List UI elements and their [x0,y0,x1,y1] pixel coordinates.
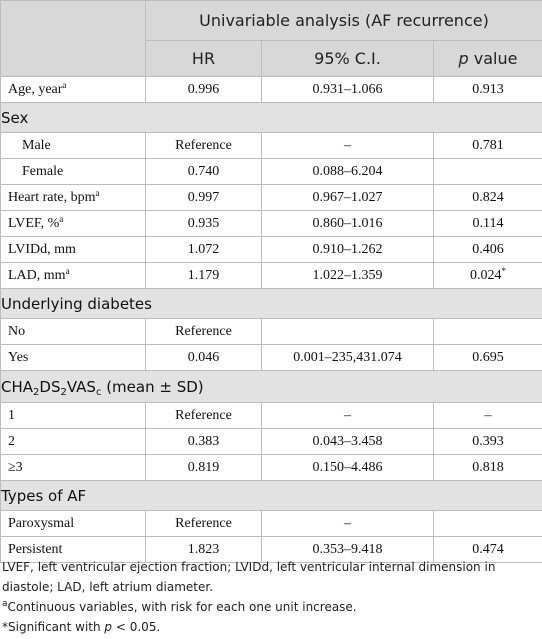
header-group-title: Univariable analysis (AF recurrence) [145,0,542,41]
hr-cell: Reference [145,318,262,345]
table-row: 1 Reference – – [0,402,542,429]
header-ci: 95% C.I. [261,40,434,77]
table-row: No Reference [0,318,542,345]
section-header-types-of-af: Types of AF [0,480,542,511]
hr-cell: 0.046 [145,344,262,371]
ci-cell: 0.931–1.066 [261,76,434,103]
ci-cell: 0.967–1.027 [261,184,434,211]
p-cell: 0.474 [433,536,542,563]
row-label: Female [0,158,146,185]
p-cell: – [433,402,542,429]
row-label: LAD, mma [0,262,146,289]
ci-cell: – [261,402,434,429]
row-label: Male [0,132,146,159]
p-cell [433,158,542,185]
row-label: Paroxysmal [0,510,146,537]
table-row: LAD, mma 1.179 1.022–1.359 0.024* [0,262,542,289]
header-row-columns: HR 95% C.I. p value [1,40,542,77]
ci-cell: 0.910–1.262 [261,236,434,263]
header-p-rest: value [468,49,518,68]
row-label: Age, yeara [0,76,146,103]
ci-cell: 1.022–1.359 [261,262,434,289]
table-row: Male Reference – 0.781 [0,132,542,159]
ci-cell [261,318,434,345]
p-cell [433,318,542,345]
row-label: 2 [0,428,146,455]
hr-cell: 0.819 [145,454,262,481]
hr-cell: 0.996 [145,76,262,103]
header-p-value: p value [433,40,542,77]
p-cell: 0.781 [433,132,542,159]
row-label: Persistent [0,536,146,563]
p-cell: 0.695 [433,344,542,371]
header-row-group: Univariable analysis (AF recurrence) [0,0,542,77]
table-footnotes: LVEF, left ventricular ejection fraction… [2,557,540,637]
hr-cell: 1.072 [145,236,262,263]
hr-cell: Reference [145,132,262,159]
row-label: No [0,318,146,345]
p-cell: 0.913 [433,76,542,103]
hr-cell: 0.935 [145,210,262,237]
footnote-significance: *Significant with p < 0.05. [2,620,161,634]
section-header-sex: Sex [0,102,542,133]
p-cell [433,510,542,537]
p-cell: 0.024* [433,262,542,289]
table-row: Age, yeara 0.996 0.931–1.066 0.913 [0,76,542,103]
hr-cell: 0.997 [145,184,262,211]
row-label: LVIDd, mm [0,236,146,263]
table-row: Yes 0.046 0.001–235,431.074 0.695 [0,344,542,371]
table-row: Heart rate, bpma 0.997 0.967–1.027 0.824 [0,184,542,211]
hr-cell: 1.823 [145,536,262,563]
ci-cell: 0.043–3.458 [261,428,434,455]
hr-cell: 1.179 [145,262,262,289]
section-header-diabetes: Underlying diabetes [0,288,542,319]
hr-cell: 0.740 [145,158,262,185]
ci-cell: 0.150–4.486 [261,454,434,481]
p-cell: 0.114 [433,210,542,237]
ci-cell: – [261,132,434,159]
ci-cell: 0.860–1.016 [261,210,434,237]
p-cell: 0.406 [433,236,542,263]
table-row: LVIDd, mm 1.072 0.910–1.262 0.406 [0,236,542,263]
ci-cell: 0.353–9.418 [261,536,434,563]
hr-cell: 0.383 [145,428,262,455]
hr-cell: Reference [145,510,262,537]
results-table: Univariable analysis (AF recurrence) HR … [0,0,542,563]
row-label: Yes [0,344,146,371]
section-header-cha2ds2vasc: CHA2DS2VASc (mean ± SD) [0,370,542,403]
row-label: LVEF, %a [0,210,146,237]
footnote-abbreviations: LVEF, left ventricular ejection fraction… [2,560,496,594]
p-cell: 0.393 [433,428,542,455]
p-cell: 0.824 [433,184,542,211]
table-row: LVEF, %a 0.935 0.860–1.016 0.114 [0,210,542,237]
table-row: Female 0.740 0.088–6.204 [0,158,542,185]
p-cell: 0.818 [433,454,542,481]
row-label: 1 [0,402,146,429]
table-row: Persistent 1.823 0.353–9.418 0.474 [0,536,542,563]
table-row: ≥3 0.819 0.150–4.486 0.818 [0,454,542,481]
row-label: Heart rate, bpma [0,184,146,211]
header-hr: HR [145,40,262,77]
footnote-a: aContinuous variables, with risk for eac… [2,599,357,615]
table-row: 2 0.383 0.043–3.458 0.393 [0,428,542,455]
header-p-italic: p [458,49,469,68]
hr-cell: Reference [145,402,262,429]
ci-cell: 0.088–6.204 [261,158,434,185]
row-label: ≥3 [0,454,146,481]
table-row: Paroxysmal Reference – [0,510,542,537]
header-blank-cell [0,0,146,77]
ci-cell: 0.001–235,431.074 [261,344,434,371]
ci-cell: – [261,510,434,537]
